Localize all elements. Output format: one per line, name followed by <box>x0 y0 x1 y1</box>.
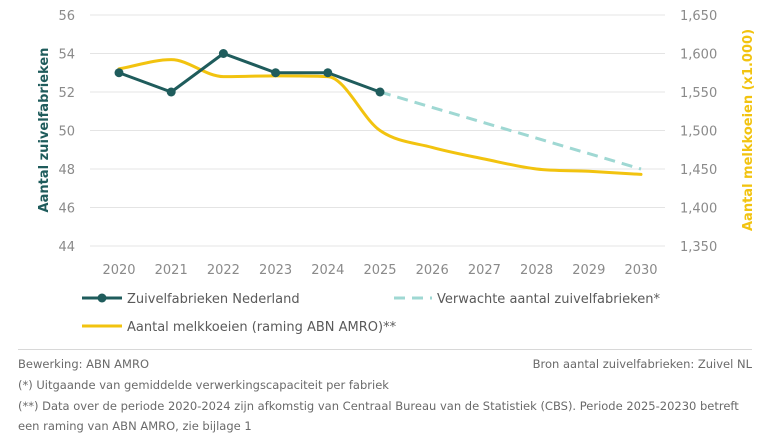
y-right-tick-label: 1,550 <box>680 86 717 101</box>
y-left-tick-label: 52 <box>58 86 75 101</box>
legend: Zuivelfabrieken Nederland Verwachte aant… <box>82 292 660 335</box>
x-tick-label: 2023 <box>259 263 292 278</box>
y-axis-right-label: Aantal melkkoeien (x1.000) <box>741 29 756 231</box>
y-right-tick-label: 1,600 <box>680 48 717 63</box>
y-right-tick-label: 1,400 <box>680 202 717 217</box>
data-point-fabrieken <box>271 68 281 78</box>
x-tick-label: 2021 <box>155 263 188 278</box>
y-right-tick-label: 1,450 <box>680 163 717 178</box>
data-point-fabrieken <box>166 87 176 97</box>
x-tick-label: 2020 <box>102 263 135 278</box>
y-left-tick-label: 50 <box>58 125 75 140</box>
legend-marker-fabrieken <box>97 293 107 303</box>
data-point-fabrieken <box>218 49 228 58</box>
y-left-tick-label: 54 <box>58 48 75 63</box>
x-axis-ticks: 2020 2021 2022 2023 2024 2025 2026 2027 2028 2029… <box>102 263 657 278</box>
footer-divider <box>18 349 752 350</box>
y-right-tick-label: 1,350 <box>680 240 717 255</box>
footer-source-right: Bron aantal zuivelfabrieken: Zuivel NL <box>532 357 752 371</box>
x-tick-label: 2024 <box>311 263 344 278</box>
x-tick-label: 2026 <box>416 263 449 278</box>
legend-label-fabrieken: Zuivelfabrieken Nederland <box>127 292 300 307</box>
x-tick-label: 2030 <box>624 263 657 278</box>
x-tick-label: 2028 <box>520 263 553 278</box>
footer-note-1: (*) Uitgaande van gemiddelde verwerkings… <box>18 378 389 392</box>
footer-note-2: (**) Data over de periode 2020-2024 zijn… <box>18 399 739 433</box>
data-point-fabrieken <box>114 68 124 78</box>
series-line-verwacht <box>379 90 642 171</box>
series-line-fabrieken <box>118 52 381 94</box>
y-right-tick-label: 1,650 <box>680 9 717 24</box>
right-axis-ticks: 1,350 1,400 1,450 1,500 1,550 1,600 1,650 <box>680 9 717 255</box>
x-tick-label: 2022 <box>207 263 240 278</box>
y-left-tick-label: 46 <box>58 202 75 217</box>
y-right-tick-label: 1,500 <box>680 125 717 140</box>
left-axis-ticks: 44 46 48 50 52 54 56 <box>58 9 75 255</box>
y-axis-left-label: Aantal zuivelfabrieken <box>37 48 52 213</box>
legend-label-melkkoeien: Aantal melkkoeien (raming ABN AMRO)** <box>127 320 397 335</box>
data-point-fabrieken <box>375 87 385 97</box>
y-left-tick-label: 48 <box>58 163 75 178</box>
y-left-tick-label: 56 <box>58 9 75 24</box>
data-point-fabrieken <box>323 68 333 78</box>
legend-label-verwacht: Verwachte aantal zuivelfabrieken* <box>437 292 660 307</box>
footer-source-left: Bewerking: ABN AMRO <box>18 357 149 371</box>
x-tick-label: 2025 <box>363 263 396 278</box>
series-group <box>114 49 643 176</box>
series-line-melkkoeien <box>117 58 643 176</box>
chart: 44 46 48 50 52 54 56 1,350 1,400 1,450 1,500 1,550… <box>37 9 756 335</box>
x-tick-label: 2029 <box>572 263 605 278</box>
y-left-tick-label: 44 <box>58 240 75 255</box>
x-tick-label: 2027 <box>468 263 501 278</box>
